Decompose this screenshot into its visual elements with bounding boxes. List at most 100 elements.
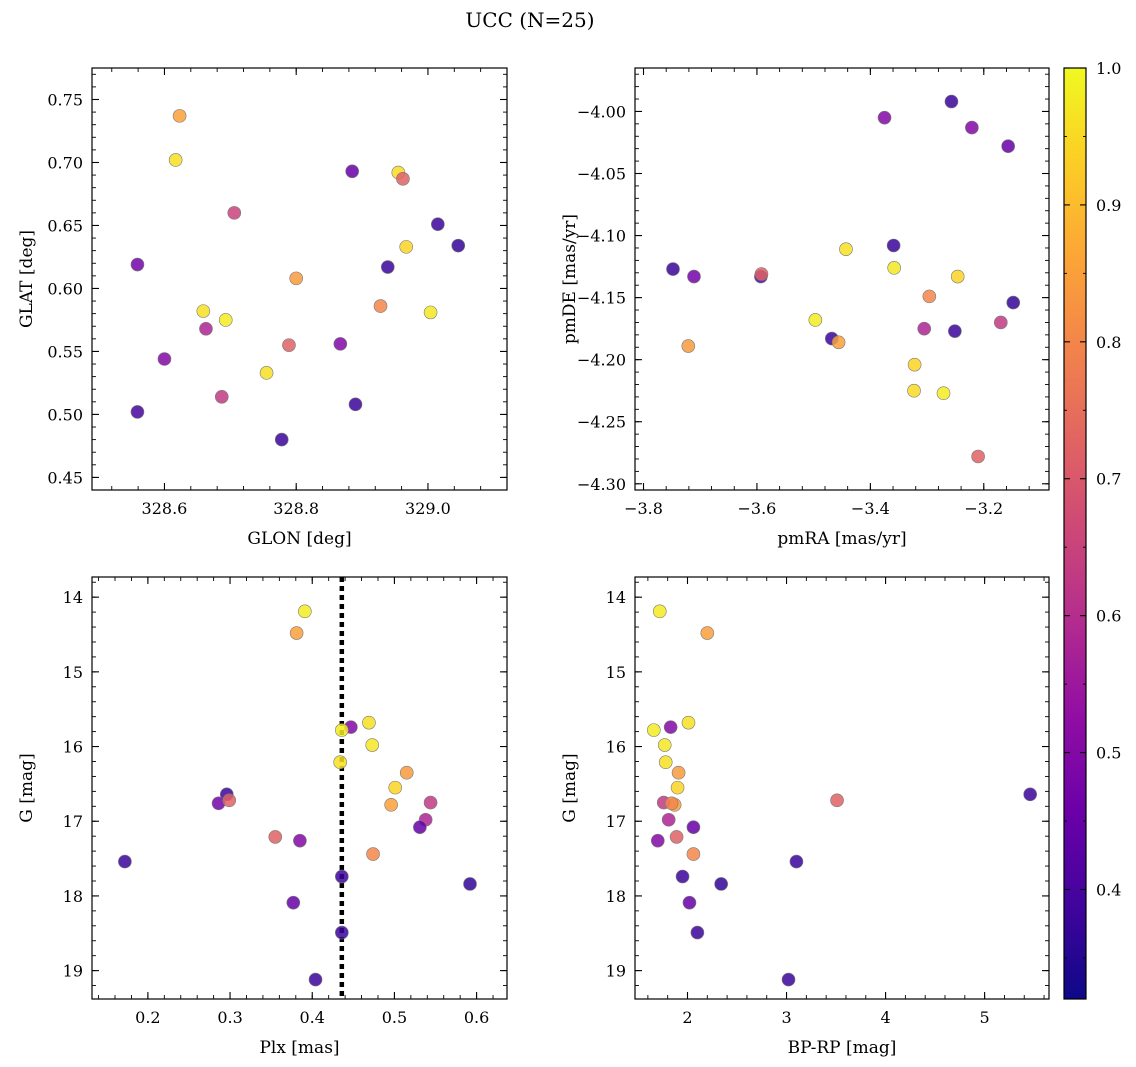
colorbar-tick-label: 0.4 (1096, 880, 1121, 899)
x-tick-label: 0.4 (300, 1008, 325, 1027)
data-point (1023, 787, 1037, 802)
data-point (413, 820, 427, 835)
x-tick-label: −3.2 (964, 499, 1003, 518)
axes-frame (634, 67, 1050, 491)
y-axis-label: GLAT [deg] (17, 230, 37, 328)
y-axis-label: G [mag] (560, 753, 580, 822)
y-tick-label: 15 (606, 663, 626, 682)
data-point (917, 321, 932, 336)
y-tick-label: 14 (63, 588, 83, 607)
data-point (196, 304, 211, 318)
data-point (286, 895, 301, 910)
scatter-panel-1: 328.6 328.8 329.0 0.45 0.50 0.55 0.60 0.65 0.70 0… (17, 67, 508, 549)
y-tick-label: 14 (606, 588, 626, 607)
data-point (274, 432, 289, 447)
y-tick-label: 18 (606, 887, 626, 906)
data-point (218, 313, 233, 327)
data-point (282, 338, 296, 352)
colorbar: 0.4 0.5 0.6 0.7 0.8 0.9 1.0 (1063, 59, 1121, 1000)
data-point (936, 386, 951, 400)
data-point (669, 830, 684, 844)
data-point (808, 313, 823, 327)
data-point (333, 337, 348, 351)
y-tick-label: 0.65 (47, 216, 83, 235)
x-tick-label: 4 (880, 1008, 890, 1027)
data-point (950, 269, 965, 284)
x-tick-label: −3.6 (738, 499, 777, 518)
data-point (839, 242, 853, 257)
data-point (348, 397, 363, 412)
data-point (681, 339, 696, 353)
x-tick-label: −3.4 (851, 499, 890, 518)
axes-frame (91, 67, 508, 491)
data-point (130, 405, 145, 419)
data-point (907, 357, 922, 372)
x-tick-label: 328.6 (142, 499, 188, 518)
data-point (335, 869, 349, 884)
data-point (686, 820, 701, 835)
data-point (289, 271, 304, 286)
y-tick-label: 0.75 (47, 90, 83, 109)
x-tick-label: 329.0 (405, 499, 451, 518)
data-point (214, 389, 229, 404)
y-tick-label: −4.10 (577, 227, 626, 246)
data-point (373, 299, 388, 313)
data-point (650, 833, 665, 848)
data-point (993, 315, 1008, 330)
data-point (700, 626, 715, 640)
data-point (335, 723, 349, 737)
data-point (388, 780, 403, 795)
y-tick-label: 17 (606, 812, 626, 831)
y-tick-label: −4.05 (577, 165, 626, 184)
data-point (366, 847, 380, 861)
colorbar-tick-label: 0.5 (1096, 744, 1121, 763)
data-point (887, 261, 901, 275)
colorbar-tick-label: 0.8 (1096, 333, 1121, 352)
data-point (396, 172, 410, 186)
data-point (463, 877, 477, 891)
x-axis-label: Plx [mas] (259, 1038, 339, 1058)
y-tick-label: 19 (606, 962, 626, 981)
data-point (380, 260, 395, 274)
data-point (681, 715, 696, 730)
data-point (298, 604, 312, 619)
y-tick-label: 0.55 (47, 342, 83, 361)
figure-title: UCC (N=25) (465, 8, 594, 32)
data-point (268, 830, 283, 844)
data-point (172, 109, 187, 123)
data-point (333, 755, 347, 770)
data-point (293, 833, 307, 848)
colorbar-gradient (1064, 68, 1086, 999)
data-point (657, 738, 672, 752)
x-axis-label: pmRA [mas/yr] (777, 529, 906, 549)
y-tick-label: −4.00 (577, 102, 626, 121)
colorbar-tick-label: 0.6 (1096, 607, 1121, 626)
data-point (664, 796, 679, 811)
data-point (714, 877, 728, 891)
axes-frame (91, 576, 508, 1000)
data-point (789, 854, 804, 869)
x-tick-label: 0.5 (382, 1008, 407, 1027)
y-tick-label: −4.15 (577, 289, 626, 308)
colorbar-tick-label: 0.7 (1096, 470, 1121, 489)
data-point (965, 120, 979, 135)
data-point (687, 269, 701, 284)
data-point (227, 206, 242, 220)
data-point (647, 723, 661, 737)
axes-frame (634, 576, 1050, 1000)
colorbar-tick-label: 0.9 (1096, 196, 1121, 215)
data-point (168, 153, 183, 167)
x-tick-label: 5 (980, 1008, 990, 1027)
x-tick-label: 328.8 (273, 499, 319, 518)
y-tick-label: 16 (63, 738, 83, 757)
data-point (907, 383, 921, 398)
x-axis-label: BP-RP [mag] (788, 1038, 897, 1058)
data-point (658, 755, 673, 770)
y-tick-label: 15 (63, 663, 83, 682)
data-point (922, 289, 937, 304)
data-point (886, 238, 901, 253)
data-point (157, 352, 172, 366)
data-point (652, 604, 667, 619)
data-point (686, 847, 701, 861)
